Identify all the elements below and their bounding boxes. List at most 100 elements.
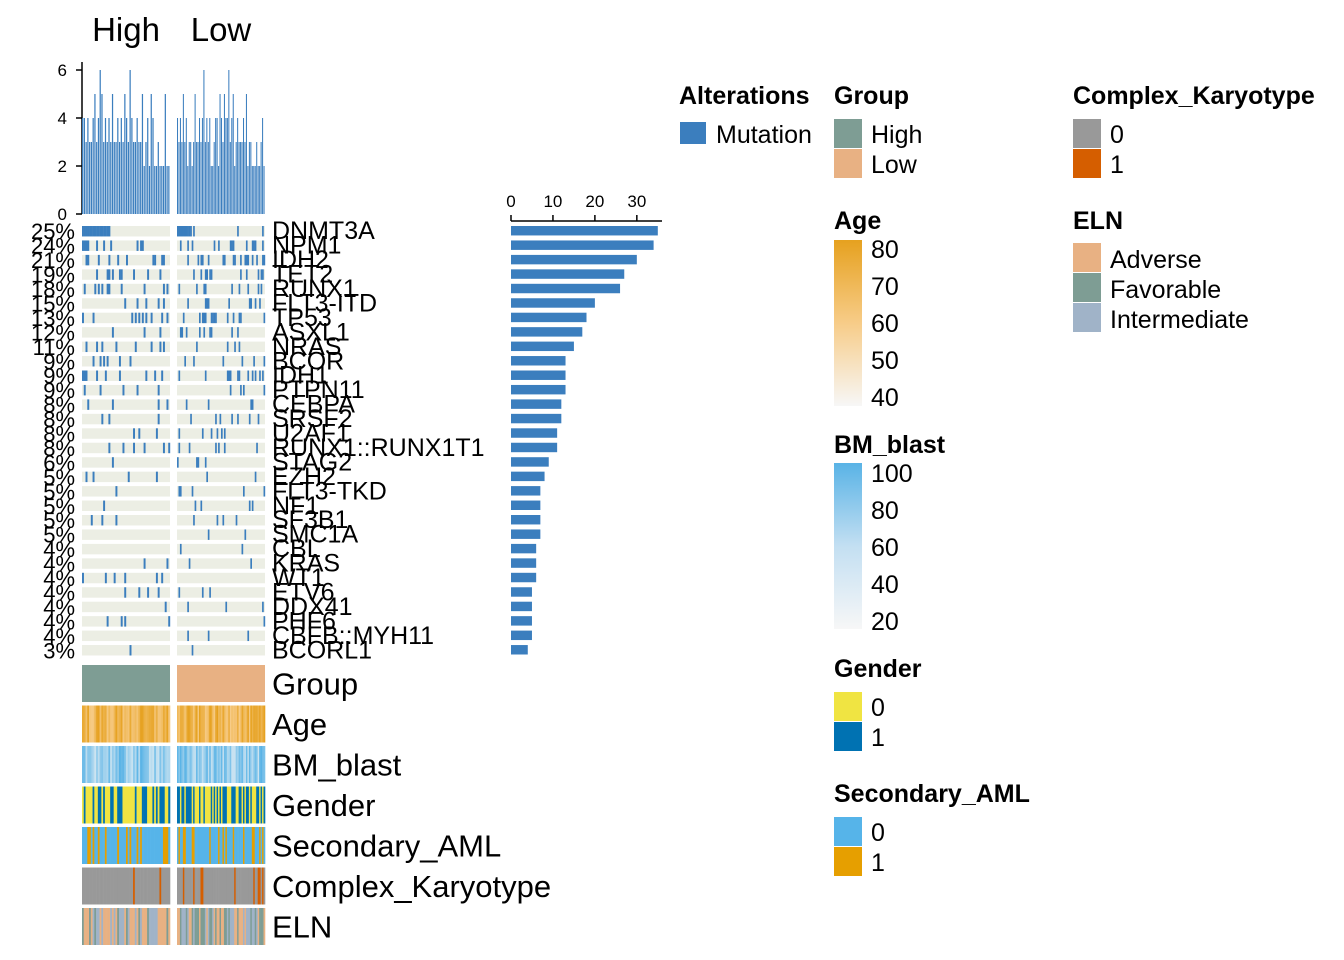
- mutation-cell: [247, 370, 250, 381]
- annotation-cell: [181, 827, 184, 864]
- mutation-cell: [118, 269, 121, 280]
- mutation-cell: [106, 616, 109, 627]
- right-bar: [511, 312, 587, 323]
- top-bar: [222, 142, 224, 214]
- annotation-cell: [206, 705, 209, 743]
- annotation-cell: [207, 908, 210, 945]
- annotation-cell: [85, 705, 88, 743]
- right-bar: [511, 341, 574, 352]
- mutation-cell: [257, 269, 260, 280]
- mutation-cell: [206, 269, 208, 280]
- annotation-cell: [147, 908, 150, 945]
- annotation-cell: [145, 867, 148, 905]
- top-bar: [147, 118, 149, 214]
- mutation-cell: [207, 298, 210, 309]
- annotation-cell: [113, 867, 116, 905]
- annotation-cell: [253, 705, 256, 743]
- annotation-cell: [92, 908, 95, 945]
- annotation-cell: [241, 786, 244, 824]
- annotation-cell: [133, 705, 136, 743]
- mutation-cell: [143, 283, 146, 295]
- annotation-cell: [117, 827, 120, 864]
- top-bar: [225, 118, 227, 214]
- mutation-cell: [200, 500, 203, 511]
- mutation-cell: [243, 486, 245, 497]
- mutation-cell: [210, 269, 213, 280]
- mutation-cell: [96, 370, 99, 381]
- annotation-cell: [204, 827, 207, 864]
- mutation-cell: [234, 341, 236, 353]
- annotation-cell: [201, 786, 204, 824]
- gene-label: DDX41: [272, 593, 353, 621]
- percentage-label: 24%: [31, 234, 75, 259]
- annotation-cell: [117, 908, 120, 945]
- annotation-cell: [177, 746, 179, 783]
- annotation-cell: [82, 665, 170, 702]
- mutation-cell: [237, 413, 239, 425]
- annotation-cell: [194, 746, 197, 783]
- mutation-cell: [157, 298, 160, 309]
- annotation-cell: [89, 908, 92, 945]
- annotation-cell: [82, 867, 85, 905]
- mutation-cell: [92, 356, 95, 367]
- annotation-cell: [127, 908, 130, 945]
- annotation-cell: [237, 746, 239, 783]
- annotation-cell: [232, 827, 235, 864]
- annotation-cell: [148, 746, 151, 783]
- annotation-cell: [145, 786, 148, 824]
- annotation-cell: [245, 786, 248, 824]
- annotation-cell: [229, 867, 232, 905]
- mutation-cell: [240, 384, 242, 396]
- annotation-cell: [190, 746, 192, 783]
- annotation-cell: [104, 908, 107, 945]
- matrix-background: [177, 283, 265, 295]
- annotation-cell: [82, 786, 85, 824]
- top-bar: [154, 166, 156, 214]
- mutation-cell: [223, 442, 226, 454]
- annotation-cell: [164, 827, 167, 864]
- mutation-cell: [161, 572, 164, 584]
- mutation-cell: [92, 312, 95, 324]
- mutation-cell: [164, 601, 167, 613]
- annotation-cell: [157, 908, 160, 945]
- annotation-label: Group: [272, 667, 358, 702]
- mutation-cell: [231, 283, 233, 295]
- top-bar: [181, 142, 183, 214]
- annotation-cell: [191, 746, 194, 783]
- mutation-cell: [204, 312, 207, 324]
- annotation-cell: [143, 827, 146, 864]
- legend-complex-karyotype: Complex_Karyotype 0 1: [1073, 82, 1315, 179]
- right-bar: [511, 442, 558, 453]
- annotation-cell: [166, 867, 169, 905]
- top-bar: [259, 166, 261, 214]
- annotation-cell: [138, 786, 141, 824]
- annotation-cell: [82, 746, 85, 783]
- annotation-cell: [253, 827, 256, 864]
- percentage-labels: 25%24%21%19%18%15%13%12%11%9%9%9%8%8%8%8…: [31, 219, 75, 663]
- annotation-cell: [83, 786, 86, 824]
- annotation-cell: [131, 705, 134, 743]
- matrix-background: [177, 327, 265, 338]
- gene-label: STAG2: [272, 448, 352, 476]
- annotation-cell: [213, 827, 216, 864]
- annotation-cell: [101, 705, 104, 743]
- annotation-cell: [182, 786, 185, 824]
- mutation-cell: [229, 384, 232, 396]
- annotation-cell: [187, 867, 190, 905]
- annotation-cell: [228, 827, 231, 864]
- annotation-cell: [97, 705, 100, 743]
- annotation-cell: [184, 827, 187, 864]
- annotation-cell: [178, 827, 181, 864]
- top-bar: [216, 118, 218, 214]
- right-bar: [511, 529, 541, 539]
- mutation-cell: [244, 254, 247, 266]
- annotation-cell: [97, 786, 100, 824]
- mutation-cell: [115, 341, 118, 353]
- annotation-cell: [168, 908, 171, 945]
- legend-mutation-label: Mutation: [716, 121, 812, 149]
- mutation-cell: [237, 370, 239, 381]
- annotation-cell: [113, 786, 116, 824]
- legend-secondary-aml-0-label: 0: [871, 819, 885, 847]
- top-bar: [196, 142, 198, 214]
- annotation-cell: [241, 867, 244, 905]
